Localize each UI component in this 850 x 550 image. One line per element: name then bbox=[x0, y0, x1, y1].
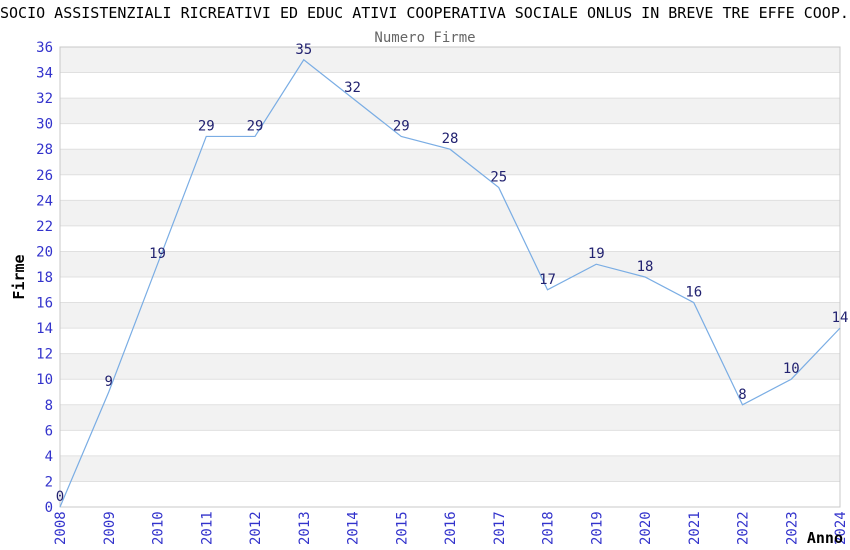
y-tick-label: 4 bbox=[45, 449, 53, 465]
plot-border bbox=[59, 46, 841, 508]
chart-subtitle: Numero Firme bbox=[374, 30, 475, 46]
y-tick-label: 32 bbox=[36, 91, 53, 107]
data-point-label: 14 bbox=[832, 310, 849, 326]
y-tick-label: 0 bbox=[45, 500, 53, 516]
data-point-label: 10 bbox=[783, 361, 800, 377]
data-point-label: 18 bbox=[637, 259, 654, 275]
grid-band bbox=[60, 455, 840, 482]
data-point-label: 29 bbox=[393, 118, 410, 134]
data-point-label: 17 bbox=[539, 272, 556, 288]
grid-band bbox=[60, 353, 840, 380]
line-series bbox=[59, 58, 841, 508]
y-tick-label: 8 bbox=[45, 398, 53, 414]
x-tick-label: 2017 bbox=[492, 511, 508, 545]
x-tick-label: 2016 bbox=[443, 511, 459, 545]
data-point-label: 19 bbox=[149, 246, 166, 262]
grid-band bbox=[60, 251, 840, 277]
data-point-label: 0 bbox=[56, 489, 64, 505]
chart-title: SOCIO ASSISTENZIALI RICREATIVI ED EDUC A… bbox=[0, 4, 849, 22]
x-tick-label: 2010 bbox=[151, 511, 167, 545]
x-tick-label: 2014 bbox=[346, 511, 362, 545]
x-tick-label: 2018 bbox=[541, 511, 557, 545]
data-point-label: 28 bbox=[442, 131, 459, 147]
grid-band bbox=[60, 302, 840, 329]
x-tick-label: 2020 bbox=[638, 511, 654, 545]
y-tick-label: 36 bbox=[36, 40, 53, 56]
x-tick-label: 2021 bbox=[687, 511, 703, 545]
data-point-label: 19 bbox=[588, 246, 605, 262]
y-tick-label: 2 bbox=[45, 474, 53, 490]
y-tick-label: 28 bbox=[36, 142, 53, 158]
x-tick-label: 2008 bbox=[53, 511, 69, 545]
y-tick-label: 16 bbox=[36, 296, 53, 312]
x-tick-label: 2011 bbox=[199, 511, 215, 545]
y-tick-label: 30 bbox=[36, 117, 53, 133]
x-tick-label: 2023 bbox=[784, 511, 800, 545]
x-tick-label: 2022 bbox=[736, 511, 752, 545]
y-tick-label: 24 bbox=[36, 193, 53, 209]
y-tick-label: 20 bbox=[36, 244, 53, 260]
y-tick-label: 26 bbox=[36, 168, 53, 184]
grid-band bbox=[60, 149, 840, 175]
grid-band bbox=[60, 98, 840, 124]
data-point-label: 35 bbox=[295, 42, 312, 58]
x-tick-label: 2024 bbox=[833, 511, 849, 545]
x-tick-label: 2009 bbox=[102, 511, 118, 545]
x-tick-label: 2015 bbox=[394, 511, 410, 545]
data-point-label: 8 bbox=[738, 387, 746, 403]
x-tick-label: 2019 bbox=[589, 511, 605, 545]
data-point-label: 16 bbox=[685, 285, 702, 301]
y-tick-label: 6 bbox=[45, 423, 53, 439]
x-tick-label: 2013 bbox=[297, 511, 313, 545]
x-axis-title: Anno bbox=[807, 529, 843, 547]
data-point-label: 25 bbox=[490, 170, 507, 186]
data-point-label: 29 bbox=[198, 118, 215, 134]
y-tick-label: 22 bbox=[36, 219, 53, 235]
y-tick-label: 14 bbox=[36, 321, 53, 337]
y-tick-label: 12 bbox=[36, 347, 53, 363]
grid-band bbox=[60, 404, 840, 431]
data-point-label: 32 bbox=[344, 80, 361, 96]
data-point-label: 29 bbox=[247, 118, 264, 134]
grid-band bbox=[60, 47, 840, 73]
data-point-label: 9 bbox=[105, 374, 113, 390]
y-tick-label: 34 bbox=[36, 66, 53, 82]
y-tick-label: 18 bbox=[36, 270, 53, 286]
grid-band bbox=[60, 200, 840, 226]
y-axis-title: Firme bbox=[10, 254, 28, 299]
x-tick-label: 2012 bbox=[248, 511, 264, 545]
y-tick-label: 10 bbox=[36, 372, 53, 388]
